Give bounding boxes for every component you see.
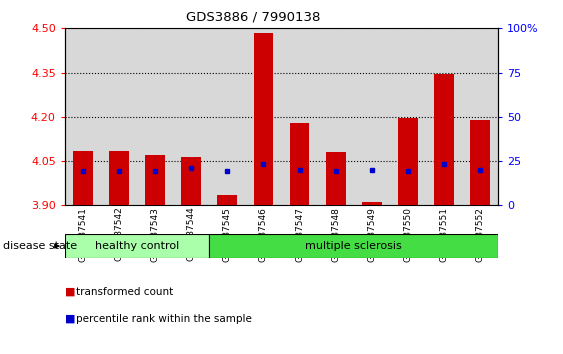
Bar [145,155,165,205]
Text: ■: ■ [65,287,75,297]
Text: transformed count: transformed count [76,287,173,297]
Bar [209,234,498,258]
Bar [354,28,390,205]
FancyArrowPatch shape [55,244,59,248]
Bar [398,118,418,205]
Text: healthy control: healthy control [95,241,179,251]
Bar [101,28,137,205]
Bar [318,28,354,205]
Bar [217,195,237,205]
Bar [434,74,454,205]
Bar [209,28,245,205]
Bar [253,33,274,205]
Bar [282,28,318,205]
Bar [173,28,209,205]
Text: ■: ■ [65,314,75,324]
Bar [289,123,310,205]
Text: percentile rank within the sample: percentile rank within the sample [76,314,252,324]
Bar [65,28,101,205]
Text: disease state: disease state [3,241,77,251]
Bar [462,28,498,205]
Bar [470,120,490,205]
Bar [245,28,282,205]
Bar [390,28,426,205]
Bar [326,152,346,205]
Bar [181,156,201,205]
Text: multiple sclerosis: multiple sclerosis [305,241,402,251]
Bar [73,151,93,205]
Bar [109,151,129,205]
Text: GDS3886 / 7990138: GDS3886 / 7990138 [186,11,320,24]
Bar [362,202,382,205]
Bar [137,28,173,205]
Bar [65,234,209,258]
Bar [426,28,462,205]
